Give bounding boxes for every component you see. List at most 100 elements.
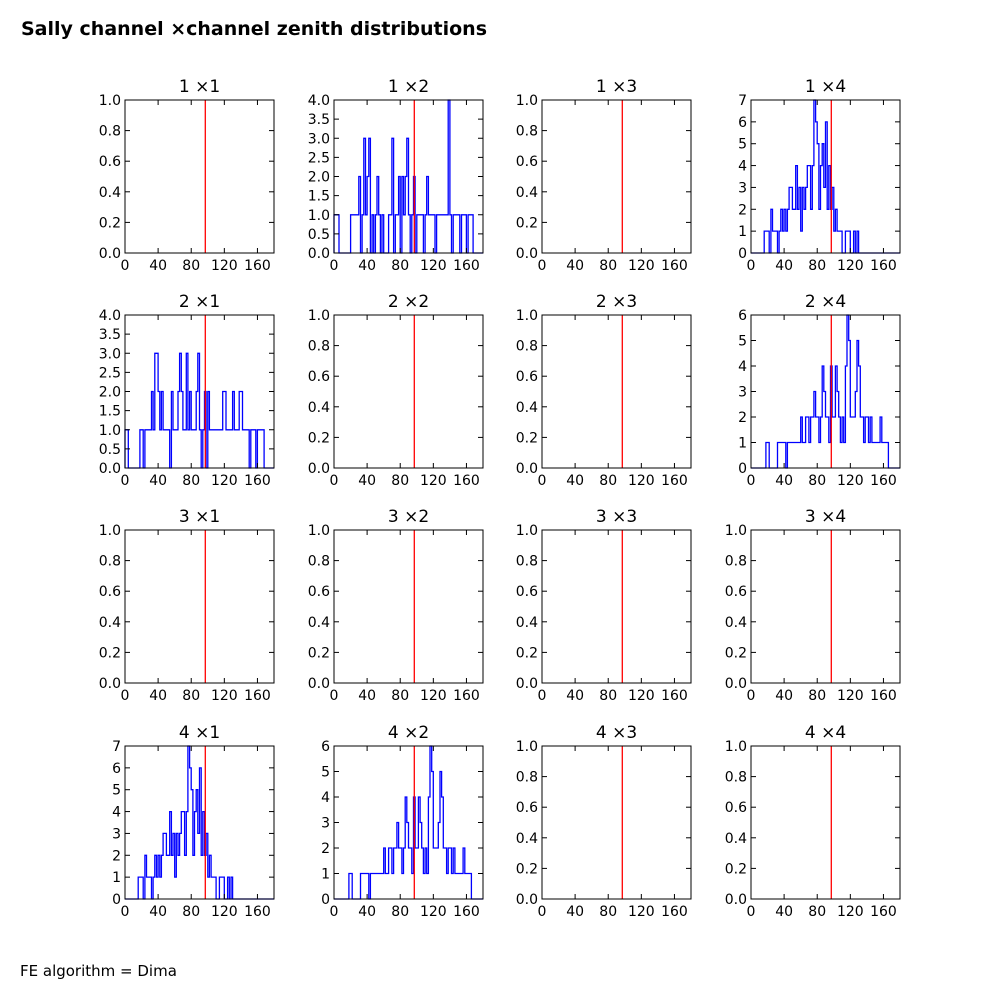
y-tick-label: 2.5: [308, 150, 330, 166]
x-tick-label: 0: [330, 688, 339, 704]
y-tick-label: 1.0: [725, 739, 747, 755]
axes-frame: [124, 529, 275, 684]
axes-frame: [541, 99, 692, 254]
y-tick-label: 0.4: [516, 185, 538, 201]
y-tick-label: 7: [112, 739, 121, 755]
y-tick-label: 1.0: [308, 208, 330, 224]
x-tick-label: 120: [628, 904, 655, 920]
y-tick-label: 0.6: [516, 800, 538, 816]
y-tick-label: 0.4: [99, 185, 121, 201]
subplot-title: 2 ×4: [805, 292, 846, 312]
x-tick-label: 160: [661, 473, 688, 489]
y-tick-label: 3: [738, 180, 747, 196]
x-tick-label: 160: [453, 473, 480, 489]
y-tick-label: 0.0: [308, 676, 330, 692]
y-tick-label: 4: [738, 159, 747, 175]
subplot-title: 4 ×3: [596, 723, 637, 743]
x-tick-label: 160: [453, 904, 480, 920]
subplot-title: 1 ×2: [388, 77, 429, 97]
y-tick-label: 5: [321, 765, 330, 781]
x-tick-label: 80: [182, 904, 200, 920]
x-tick-label: 40: [149, 904, 167, 920]
histogram-series: [125, 745, 274, 900]
y-tick-label: 3: [112, 826, 121, 842]
y-tick-label: 6: [112, 761, 121, 777]
subplot-3x3: 3 ×3 0 40 80 120 160 0.0 0.2 0.4 0.6 0.8 1.0: [516, 507, 692, 704]
x-tick-label: 120: [628, 473, 655, 489]
histogram-series: [751, 99, 900, 254]
subplot-3x2: 3 ×2 0 40 80 120 160 0.0 0.2 0.4 0.6 0.8 1.0: [308, 507, 484, 704]
x-tick-label: 120: [420, 473, 447, 489]
x-tick-label: 120: [837, 258, 864, 274]
y-tick-label: 5: [738, 137, 747, 153]
y-tick-label: 1.0: [516, 93, 538, 109]
y-tick-label: 1: [321, 867, 330, 883]
y-tick-label: 2: [738, 202, 747, 218]
x-tick-label: 80: [599, 473, 617, 489]
y-tick-label: 3.0: [99, 346, 121, 362]
x-tick-label: 80: [599, 258, 617, 274]
subplot-title: 1 ×1: [179, 77, 220, 97]
y-tick-label: 0.4: [308, 400, 330, 416]
algorithm-note: FE algorithm = Dima: [20, 962, 177, 980]
y-tick-label: 1.0: [99, 93, 121, 109]
x-tick-label: 80: [808, 258, 826, 274]
x-tick-label: 160: [244, 904, 271, 920]
subplot-title: 3 ×1: [179, 507, 220, 527]
x-tick-label: 160: [244, 688, 271, 704]
y-tick-label: 2.0: [308, 170, 330, 186]
subplot-2x2: 2 ×2 0 40 80 120 160 0.0 0.2 0.4 0.6 0.8 1.0: [308, 292, 484, 489]
y-tick-label: 4.0: [99, 308, 121, 324]
subplot-1x4: 1 ×4 0 40 80 120 160 0 1 2 3 4 5 6 7: [738, 77, 901, 274]
x-tick-label: 80: [391, 904, 409, 920]
y-tick-label: 0.0: [99, 676, 121, 692]
y-tick-label: 5: [738, 334, 747, 350]
y-tick-label: 0: [112, 892, 121, 908]
x-tick-label: 0: [538, 904, 547, 920]
y-tick-label: 0.5: [308, 227, 330, 243]
x-tick-label: 120: [628, 258, 655, 274]
y-tick-label: 0.8: [308, 554, 330, 570]
subplot-2x3: 2 ×3 0 40 80 120 160 0.0 0.2 0.4 0.6 0.8 1.0: [516, 292, 692, 489]
subplot-title: 1 ×4: [805, 77, 846, 97]
y-tick-label: 0.2: [308, 645, 330, 661]
x-tick-label: 120: [211, 688, 238, 704]
axes-frame: [541, 529, 692, 684]
y-tick-label: 4: [112, 805, 121, 821]
y-tick-label: 1: [112, 870, 121, 886]
y-tick-label: 3: [738, 385, 747, 401]
y-tick-label: 1.0: [308, 308, 330, 324]
axes-frame: [541, 314, 692, 469]
y-tick-label: 0.8: [516, 124, 538, 140]
subplot-3x4: 3 ×4 0 40 80 120 160 0.0 0.2 0.4 0.6 0.8 1.0: [725, 507, 901, 704]
axes-frame: [124, 745, 275, 900]
x-tick-label: 0: [538, 688, 547, 704]
subplot-title: 3 ×3: [596, 507, 637, 527]
y-tick-label: 3: [321, 816, 330, 832]
x-tick-label: 80: [182, 688, 200, 704]
y-tick-label: 0.8: [99, 124, 121, 140]
x-tick-label: 40: [775, 473, 793, 489]
subplot-title: 4 ×2: [388, 723, 429, 743]
y-tick-label: 2.5: [99, 365, 121, 381]
y-tick-label: 0.4: [516, 400, 538, 416]
y-tick-label: 0: [738, 246, 747, 262]
x-tick-label: 0: [121, 473, 130, 489]
y-tick-label: 2.0: [99, 385, 121, 401]
x-tick-label: 40: [149, 258, 167, 274]
x-tick-label: 80: [599, 904, 617, 920]
y-tick-label: 0.4: [308, 615, 330, 631]
y-tick-label: 0.8: [99, 554, 121, 570]
x-tick-label: 40: [566, 688, 584, 704]
y-tick-label: 0.0: [308, 461, 330, 477]
x-tick-label: 0: [747, 904, 756, 920]
y-tick-label: 1.0: [99, 523, 121, 539]
x-tick-label: 40: [775, 688, 793, 704]
y-tick-label: 0.8: [516, 554, 538, 570]
y-tick-label: 0.0: [516, 676, 538, 692]
x-tick-label: 160: [870, 904, 897, 920]
y-tick-label: 0.8: [516, 770, 538, 786]
y-tick-label: 0.5: [99, 442, 121, 458]
subplot-2x1: 2 ×1 0 40 80 120 160 0.0 0.5 1.0 1.5 2.0 2.5 3.0 3.5 4…: [99, 292, 275, 489]
y-tick-label: 3.0: [308, 131, 330, 147]
